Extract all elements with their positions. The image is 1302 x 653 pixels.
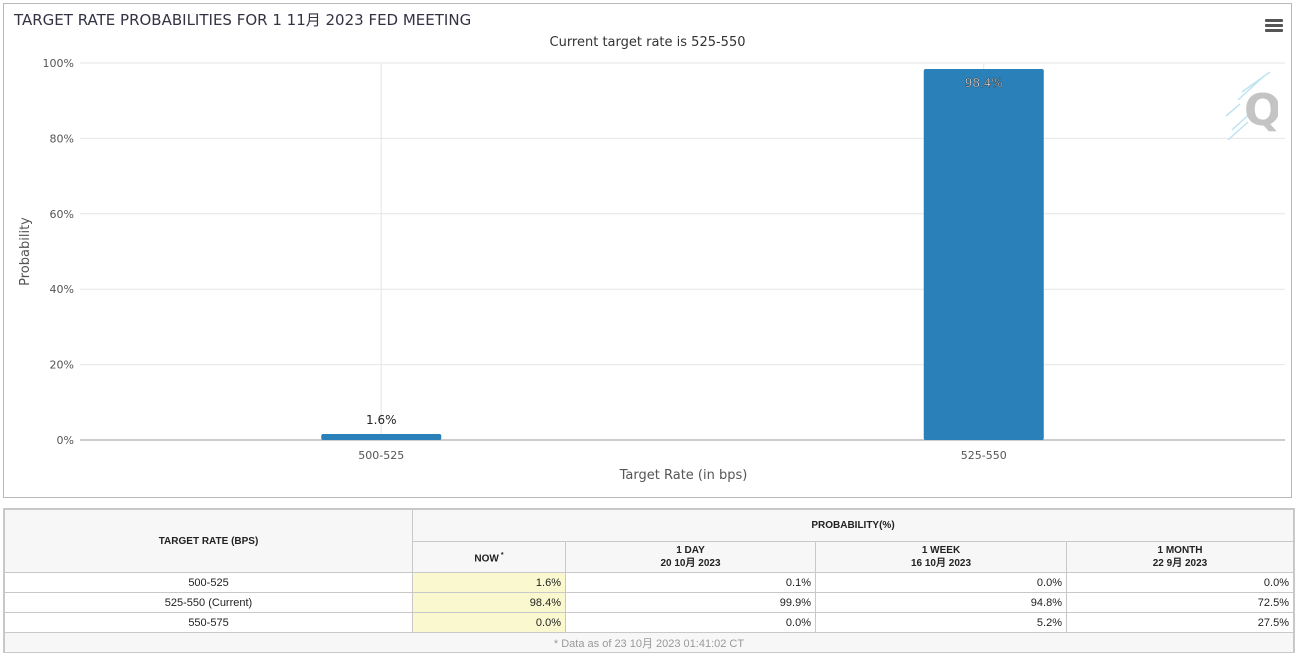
x-axis-title: Target Rate (in bps) — [619, 468, 748, 483]
chart-title: TARGET RATE PROBABILITIES FOR 1 11月 2023… — [14, 11, 472, 29]
y-tick-label: 20% — [50, 359, 74, 372]
y-axis-title: Probability — [18, 217, 33, 286]
data-timestamp-footnote: * Data as of 23 10月 2023 01:41:02 CT — [4, 632, 1294, 653]
column-date-1-month: 22 9月 2023 — [1152, 558, 1208, 569]
column-label-1-day: 1 DAY — [676, 545, 705, 556]
cell-1-day: 0.1% — [565, 572, 816, 593]
cell-1-month: 0.0% — [1066, 572, 1294, 593]
cell-now: 98.4% — [412, 592, 566, 613]
probability-table: TARGET RATE (BPS) PROBABILITY(%) NOW * 1 … — [4, 509, 1294, 653]
x-tick-label: 500-525 — [358, 449, 404, 462]
now-footnote-marker: * — [500, 551, 504, 559]
row-rate: 550-575 — [4, 612, 413, 633]
table-row: 525-550 (Current) 98.4% 99.9% 94.8% 72.5… — [4, 592, 1294, 613]
y-tick-label: 80% — [50, 132, 74, 145]
cell-1-week: 94.8% — [815, 592, 1067, 613]
bar — [321, 433, 442, 440]
cell-1-day: 0.0% — [565, 612, 816, 633]
cell-1-month: 27.5% — [1066, 612, 1294, 633]
bar-chart: 0% 20% 40% 60% 80% 100% 1.6% 500-525 98.4% 525-55… — [18, 57, 1285, 483]
y-tick-label: 60% — [50, 208, 74, 221]
column-label-1-month: 1 MONTH — [1157, 545, 1203, 556]
y-tick-label: 100% — [43, 57, 74, 70]
bar-data-label: 98.4% — [965, 76, 1003, 90]
column-label-now: NOW — [474, 553, 499, 565]
column-label-1-week: 1 WEEK — [921, 545, 961, 556]
bar-data-label: 1.6% — [366, 413, 397, 427]
column-header-1-week: 1 WEEK 16 10月 2023 — [815, 541, 1067, 573]
cell-1-week: 5.2% — [815, 612, 1067, 633]
row-rate: 500-525 — [4, 572, 413, 593]
chart-subtitle: Current target rate is 525-550 — [549, 35, 746, 50]
x-tick-label: 525-550 — [961, 449, 1007, 462]
probability-table-panel: TARGET RATE (BPS) PROBABILITY(%) NOW * 1 … — [3, 508, 1295, 653]
table-row: 550-575 0.0% 0.0% 5.2% 27.5% — [4, 612, 1294, 633]
cell-now: 1.6% — [412, 572, 566, 593]
column-header-now: NOW * — [412, 541, 566, 573]
column-header-1-day: 1 DAY 20 10月 2023 — [565, 541, 816, 573]
probability-header: PROBABILITY(%) — [412, 509, 1294, 542]
hamburger-menu-icon[interactable] — [1265, 19, 1283, 35]
cell-now: 0.0% — [412, 612, 566, 633]
table-row: 500-525 1.6% 0.1% 0.0% 0.0% — [4, 572, 1294, 593]
column-header-1-month: 1 MONTH 22 9月 2023 — [1066, 541, 1294, 573]
row-rate: 525-550 (Current) — [4, 592, 413, 613]
target-rate-header: TARGET RATE (BPS) — [4, 509, 413, 573]
quikstrike-q-logo-icon: Q — [1225, 71, 1278, 141]
column-date-1-week: 16 10月 2023 — [910, 558, 972, 569]
cell-1-day: 99.9% — [565, 592, 816, 613]
chart-panel: 0% 20% 40% 60% 80% 100% 1.6% 500-525 98.4% 525-55… — [3, 3, 1292, 498]
bar — [923, 69, 1044, 441]
column-date-1-day: 20 10月 2023 — [660, 558, 721, 569]
cell-1-month: 72.5% — [1066, 592, 1294, 613]
y-tick-label: 0% — [57, 434, 74, 447]
y-tick-label: 40% — [50, 283, 74, 296]
cell-1-week: 0.0% — [815, 572, 1067, 593]
svg-text:Q: Q — [1244, 85, 1278, 136]
